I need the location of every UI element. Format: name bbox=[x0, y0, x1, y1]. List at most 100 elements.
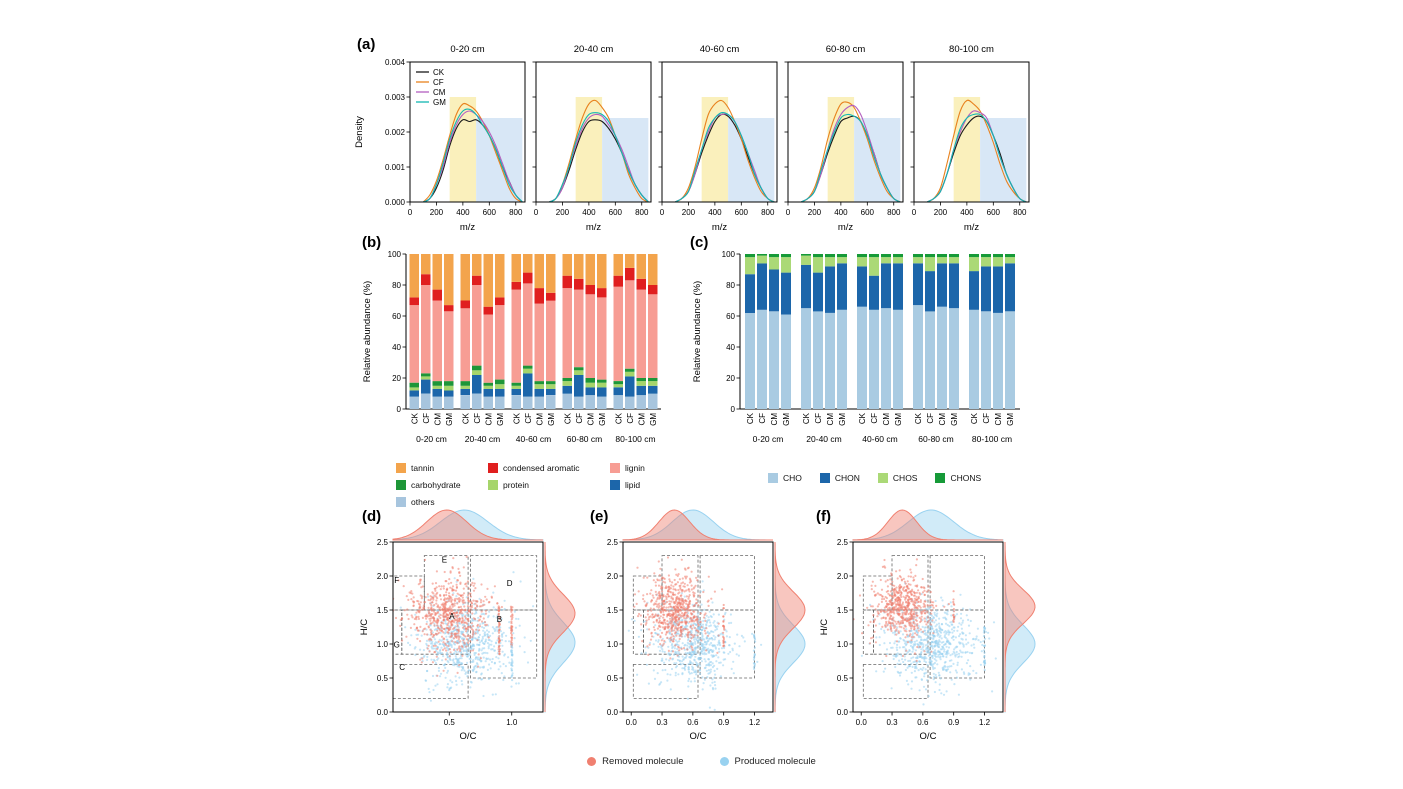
bar-segment bbox=[636, 378, 646, 382]
legend-item-carbohydrate: carbohydrate bbox=[396, 479, 488, 490]
bar-segment bbox=[813, 311, 823, 409]
bar-segment bbox=[495, 384, 505, 389]
y-tick-label: 2.5 bbox=[377, 538, 389, 547]
density-subplot: 80-100 cm 0 200 400 600 800 m/z bbox=[910, 44, 1030, 233]
bar-segment bbox=[472, 365, 482, 371]
bar-segment bbox=[585, 395, 595, 409]
bar-segment bbox=[562, 288, 572, 378]
bar-segment bbox=[523, 365, 533, 369]
bar-segment bbox=[781, 257, 791, 273]
treatment-label: CK bbox=[512, 412, 521, 424]
treatment-label: GM bbox=[894, 413, 903, 426]
x-tick-label: 0 bbox=[534, 208, 539, 217]
region-box bbox=[862, 663, 929, 699]
bar-segment bbox=[745, 254, 755, 258]
bar-segment bbox=[925, 271, 935, 312]
legend-swatch bbox=[488, 479, 498, 490]
produced-stripe bbox=[982, 626, 987, 672]
shaded-band bbox=[449, 97, 477, 202]
bar-segment bbox=[585, 254, 595, 285]
density-curve-CF bbox=[926, 99, 1027, 202]
bar-segment bbox=[813, 254, 823, 258]
bar-segment bbox=[893, 257, 903, 264]
bar-segment bbox=[913, 263, 923, 306]
legend-swatch bbox=[396, 462, 406, 473]
bar-segment bbox=[781, 254, 791, 258]
legend-item-CHON: CHON bbox=[819, 473, 860, 483]
bar-segment bbox=[993, 312, 1003, 409]
bar-segment bbox=[409, 297, 419, 306]
y-tick-label: 0.0 bbox=[837, 708, 849, 717]
group-label: 0-20 cm bbox=[753, 434, 784, 444]
bar-segment bbox=[937, 254, 947, 258]
treatment-label: CM bbox=[433, 413, 442, 426]
bar-segment bbox=[460, 300, 470, 309]
legend-label: Produced molecule bbox=[734, 756, 816, 767]
bar-segment bbox=[574, 374, 584, 397]
bar-segment bbox=[523, 254, 533, 273]
bar-segment bbox=[546, 300, 556, 382]
bar-segment bbox=[981, 266, 991, 312]
treatment-label: CK bbox=[563, 412, 572, 424]
legend-label: CK bbox=[433, 68, 445, 77]
group-label: 40-60 cm bbox=[862, 434, 897, 444]
x-axis-label: m/z bbox=[964, 222, 980, 233]
bar-segment bbox=[523, 272, 533, 284]
bar-segment bbox=[483, 254, 493, 307]
x-tick-label: 400 bbox=[582, 208, 596, 217]
bar-segment bbox=[825, 254, 835, 258]
bar-segment bbox=[562, 378, 572, 382]
treatment-label: CM bbox=[770, 413, 779, 426]
y-tick-label: 0.004 bbox=[385, 58, 406, 67]
bar-segment bbox=[913, 305, 923, 409]
bar-segment bbox=[495, 388, 505, 397]
bar-segment bbox=[837, 254, 847, 258]
density-curve-GM bbox=[926, 113, 1027, 202]
top-marginal bbox=[622, 509, 773, 541]
bar-segment bbox=[757, 254, 767, 256]
bar-segment bbox=[511, 289, 521, 383]
bar-segment bbox=[969, 271, 979, 310]
bar-segment bbox=[801, 264, 811, 309]
bar-segment bbox=[781, 314, 791, 409]
bar-segment bbox=[511, 281, 521, 290]
bar-segment bbox=[869, 257, 879, 276]
x-tick-label: 600 bbox=[861, 208, 875, 217]
region-label-D: D bbox=[507, 579, 513, 588]
region-box bbox=[661, 555, 699, 611]
y-tick-label: 80 bbox=[726, 281, 735, 290]
treatment-label: GM bbox=[838, 413, 847, 426]
legend-swatch bbox=[610, 479, 620, 490]
y-tick-label: 2.0 bbox=[377, 572, 389, 581]
bar-segment bbox=[745, 312, 755, 409]
bar-segment bbox=[523, 396, 533, 409]
region-label-A: A bbox=[449, 612, 455, 621]
bar-segment bbox=[472, 393, 482, 409]
shaded-band bbox=[728, 118, 775, 202]
y-tick-label: 0.000 bbox=[385, 198, 406, 207]
y-axis-label: H/C bbox=[359, 619, 370, 636]
legend-swatch bbox=[396, 496, 406, 507]
group-label: 80-100 cm bbox=[972, 434, 1012, 444]
x-tick-label: 0.0 bbox=[626, 718, 638, 727]
bar-segment bbox=[432, 300, 442, 382]
treatment-label: GM bbox=[547, 413, 556, 426]
y-tick-label: 1.5 bbox=[377, 606, 389, 615]
y-tick-label: 0.0 bbox=[607, 708, 619, 717]
x-axis-label: O/C bbox=[920, 731, 937, 742]
bar-segment bbox=[585, 387, 595, 396]
legend-label: Removed molecule bbox=[602, 756, 684, 767]
legend-label: CHOS bbox=[892, 473, 918, 483]
bar-segment bbox=[625, 280, 635, 369]
bar-segment bbox=[483, 396, 493, 409]
bar-segment bbox=[585, 382, 595, 388]
bar-segment bbox=[648, 393, 658, 409]
bar-segment bbox=[925, 257, 935, 272]
plot-frame bbox=[622, 541, 774, 713]
bar-segment bbox=[483, 382, 493, 386]
y-tick-label: 1.5 bbox=[607, 606, 619, 615]
bar-segment bbox=[444, 396, 454, 409]
bar-segment bbox=[421, 254, 431, 275]
bar-segment bbox=[981, 254, 991, 258]
y-tick-label: 0.002 bbox=[385, 128, 406, 137]
